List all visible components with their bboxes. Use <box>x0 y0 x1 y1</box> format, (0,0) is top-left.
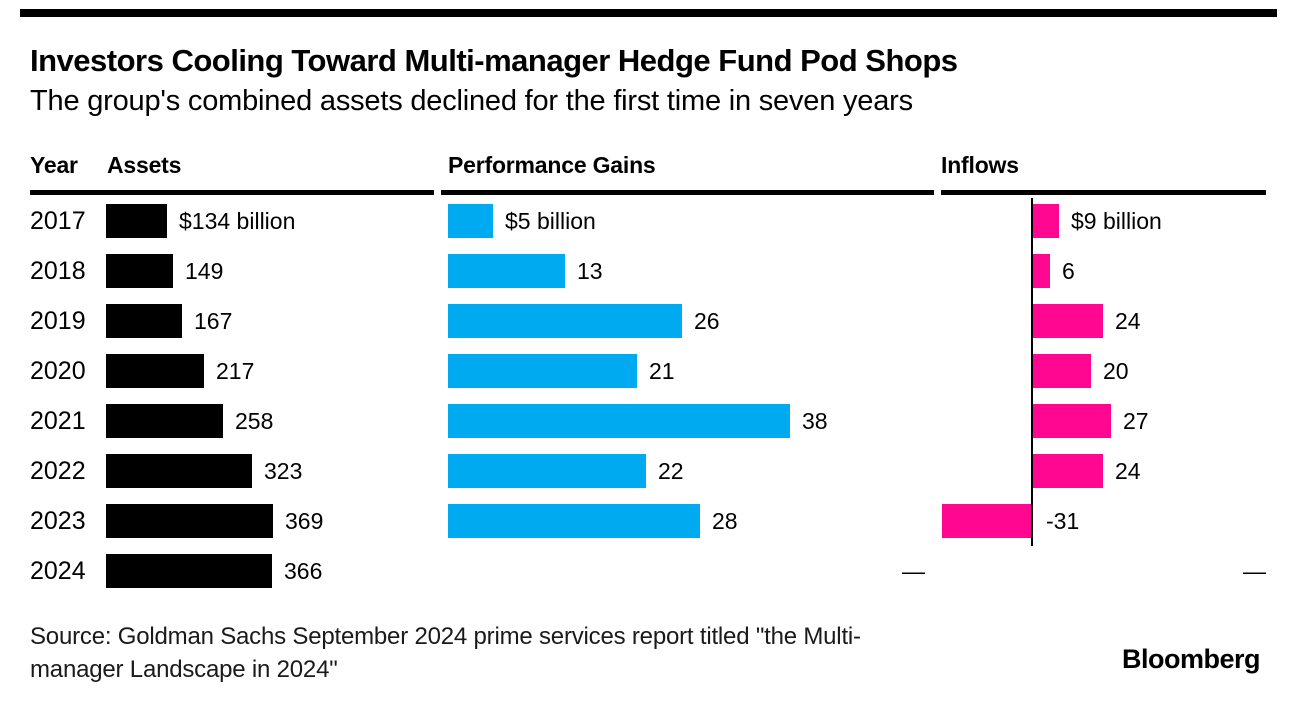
performance-gains-value-label: $5 billion <box>505 208 596 234</box>
performance-gains-value-label: 13 <box>577 258 603 284</box>
inflows-zero-axis <box>1031 198 1033 546</box>
year-label: 2018 <box>30 257 86 285</box>
year-label: 2017 <box>30 207 86 235</box>
performance-gains-value-label: 22 <box>658 458 684 484</box>
assets-bar <box>106 454 252 488</box>
year-label: 2022 <box>30 457 86 485</box>
performance-gains-bar <box>448 404 790 438</box>
assets-value-label: 167 <box>194 308 233 334</box>
header-rule-inflows-segment <box>941 190 1266 195</box>
assets-value-label: 217 <box>216 358 255 384</box>
assets-bar <box>106 204 167 238</box>
inflows-bar <box>1033 354 1091 388</box>
year-label: 2021 <box>30 407 86 435</box>
year-label: 2020 <box>30 357 86 385</box>
performance-gains-value-label: 38 <box>802 408 828 434</box>
inflows-bar <box>1033 254 1050 288</box>
column-header-assets: Assets <box>107 152 182 178</box>
assets-bar <box>106 404 223 438</box>
performance-gains-bar <box>448 304 682 338</box>
header-rule-assets-segment <box>30 190 434 195</box>
performance-gains-bar <box>448 504 700 538</box>
performance-gains-bar <box>448 254 565 288</box>
inflows-value-label: 24 <box>1115 308 1141 334</box>
inflows-bar <box>1033 404 1111 438</box>
assets-value-label: 369 <box>285 508 324 534</box>
inflows-bar <box>1033 204 1059 238</box>
column-header-year: Year <box>30 152 78 178</box>
inflows-value-label: 20 <box>1103 358 1129 384</box>
year-label: 2019 <box>30 307 86 335</box>
assets-value-label: 258 <box>235 408 274 434</box>
top-accent-bar <box>20 9 1277 17</box>
performance-gains-bar <box>448 354 637 388</box>
inflows-bar <box>1033 304 1103 338</box>
performance-gains-bar <box>448 204 493 238</box>
year-label: 2023 <box>30 507 86 535</box>
performance-gains-value-label: 26 <box>694 308 720 334</box>
header-rule-gains-segment <box>441 190 934 195</box>
year-label: 2024 <box>30 557 86 585</box>
assets-bar <box>106 304 182 338</box>
inflows-bar <box>1033 454 1103 488</box>
assets-value-label: 149 <box>185 258 224 284</box>
inflows-value-label: 24 <box>1115 458 1141 484</box>
inflows-value-label: 27 <box>1123 408 1149 434</box>
inflows-value-label: 6 <box>1062 258 1075 284</box>
source-line-1: Source: Goldman Sachs September 2024 pri… <box>30 623 861 650</box>
performance-gains-value-label: 28 <box>712 508 738 534</box>
inflows-missing-marker: — <box>1243 558 1266 584</box>
column-header-inflows: Inflows <box>941 152 1019 178</box>
assets-bar <box>106 504 273 538</box>
chart-title: Investors Cooling Toward Multi-manager H… <box>30 43 958 78</box>
column-header-performance-gains: Performance Gains <box>448 152 656 178</box>
source-note: Source: Goldman Sachs September 2024 pri… <box>30 620 861 686</box>
inflows-bar <box>942 504 1032 538</box>
inflows-value-label: -31 <box>1046 508 1080 534</box>
chart-subtitle: The group's combined assets declined for… <box>30 85 913 117</box>
bloomberg-logo: Bloomberg <box>1121 644 1261 674</box>
performance-gains-bar <box>448 454 646 488</box>
assets-bar <box>106 554 272 588</box>
performance-gains-value-label: 21 <box>649 358 675 384</box>
assets-bar <box>106 254 173 288</box>
assets-value-label: 366 <box>284 558 323 584</box>
assets-value-label: 323 <box>264 458 303 484</box>
source-line-2: manager Landscape in 2024" <box>30 656 338 683</box>
performance-gains-missing-marker: — <box>902 558 925 584</box>
assets-value-label: $134 billion <box>179 208 296 234</box>
inflows-value-label: $9 billion <box>1071 208 1162 234</box>
assets-bar <box>106 354 204 388</box>
